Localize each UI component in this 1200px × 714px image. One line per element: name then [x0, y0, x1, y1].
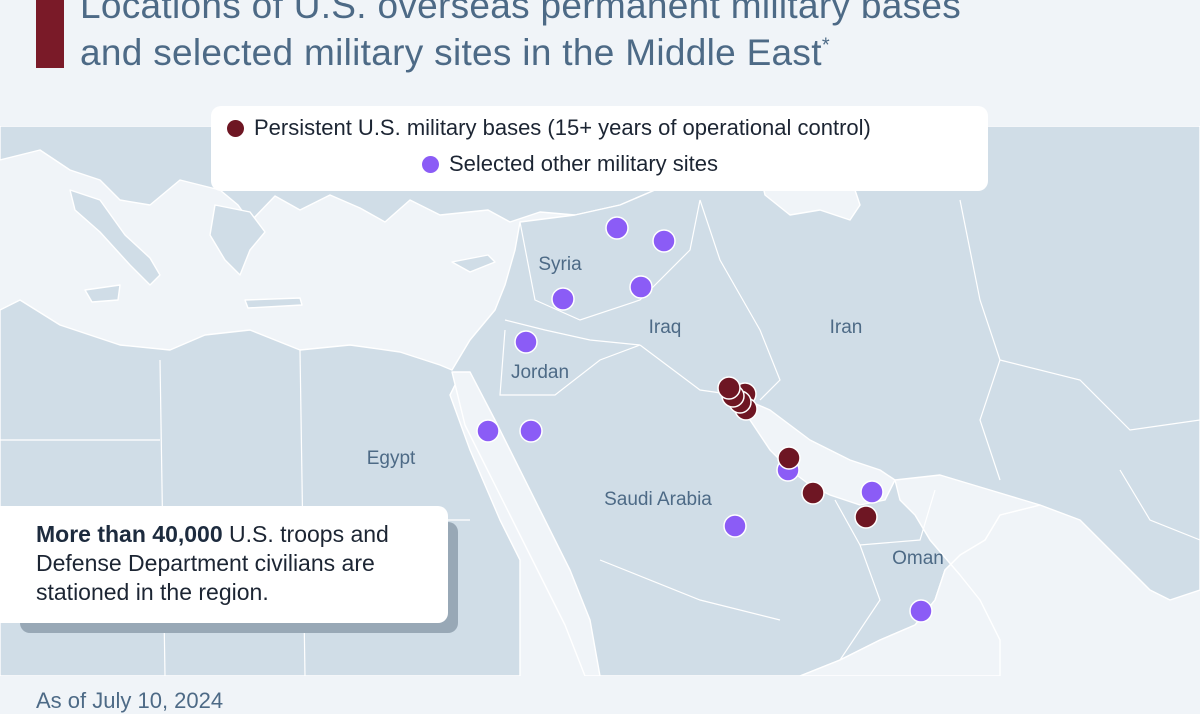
- other-site-marker: [629, 275, 653, 299]
- callout-bold: More than 40,000: [36, 521, 223, 547]
- other-site-marker: [551, 287, 575, 311]
- land-cyprus: [451, 254, 496, 273]
- other-site-marker: [909, 599, 933, 623]
- legend-dot-persistent: [227, 119, 244, 137]
- page-title: Locations of U.S. overseas permanent mil…: [80, 0, 961, 76]
- border-jordan-syria: [504, 319, 641, 346]
- legend-dot-other: [422, 155, 439, 173]
- other-site-marker: [723, 514, 747, 538]
- persistent-base-marker: [777, 446, 801, 470]
- persistent-base-marker: [801, 481, 825, 505]
- other-site-marker: [860, 480, 884, 504]
- country-label-jordan: Jordan: [511, 362, 569, 383]
- persistent-bases: [717, 376, 878, 529]
- legend-label-persistent: Persistent U.S. military bases (15+ year…: [254, 115, 871, 140]
- other-site-marker: [476, 419, 500, 443]
- callout-body: U.S. troops and Defense Department civil…: [36, 521, 389, 605]
- callout-text: More than 40,000 U.S. troops and Defense…: [36, 520, 436, 607]
- country-label-iran: Iran: [830, 317, 863, 338]
- country-label-oman: Oman: [892, 548, 944, 569]
- other-site-marker: [605, 216, 629, 240]
- water-red-sea: [451, 371, 601, 676]
- other-site-marker: [519, 419, 543, 443]
- title-accent-bar: [36, 0, 64, 68]
- border-syria-iraq: [519, 199, 701, 321]
- other-site-marker: [514, 330, 538, 354]
- footnote: As of July 10, 2024: [36, 688, 224, 713]
- legend-label-other: Selected other military sites: [449, 151, 718, 176]
- legend-item-persistent: Persistent U.S. military bases (15+ year…: [227, 115, 871, 141]
- country-label-iraq: Iraq: [649, 317, 682, 338]
- border-pak-india: [1119, 469, 1200, 541]
- water-arabian-sea: [799, 474, 1041, 676]
- title-line-2: and selected military sites in the Middl…: [80, 32, 822, 73]
- border-jordan-saudi: [499, 329, 641, 396]
- land-italy: [69, 189, 161, 286]
- border-oman-saudi: [839, 544, 881, 661]
- country-label-syria: Syria: [538, 254, 582, 275]
- persistent-base-marker: [854, 505, 878, 529]
- map-legend: Persistent U.S. military bases (15+ year…: [211, 106, 988, 191]
- callout-box: More than 40,000 U.S. troops and Defense…: [0, 506, 448, 623]
- country-label-saudi-arabia: Saudi Arabia: [604, 489, 712, 510]
- country-label-egypt: Egypt: [367, 448, 416, 469]
- border-uae: [834, 489, 936, 546]
- other-sites: [476, 216, 933, 623]
- title-line-1: Locations of U.S. overseas permanent mil…: [80, 0, 962, 26]
- border-iraq-iran: [699, 199, 781, 401]
- land-sicily: [84, 284, 121, 303]
- other-site-marker: [652, 229, 676, 253]
- legend-item-other: Selected other military sites: [422, 151, 718, 177]
- land-crete: [244, 297, 303, 309]
- border-afghan-pak: [999, 359, 1200, 431]
- title-footnote-marker: *: [821, 34, 830, 57]
- country-labels: Syria Iraq Iran Jordan Egypt Saudi Arabi…: [367, 254, 944, 569]
- land-greece: [209, 204, 266, 276]
- border-yemen: [599, 559, 781, 621]
- persistent-base-marker: [717, 376, 741, 400]
